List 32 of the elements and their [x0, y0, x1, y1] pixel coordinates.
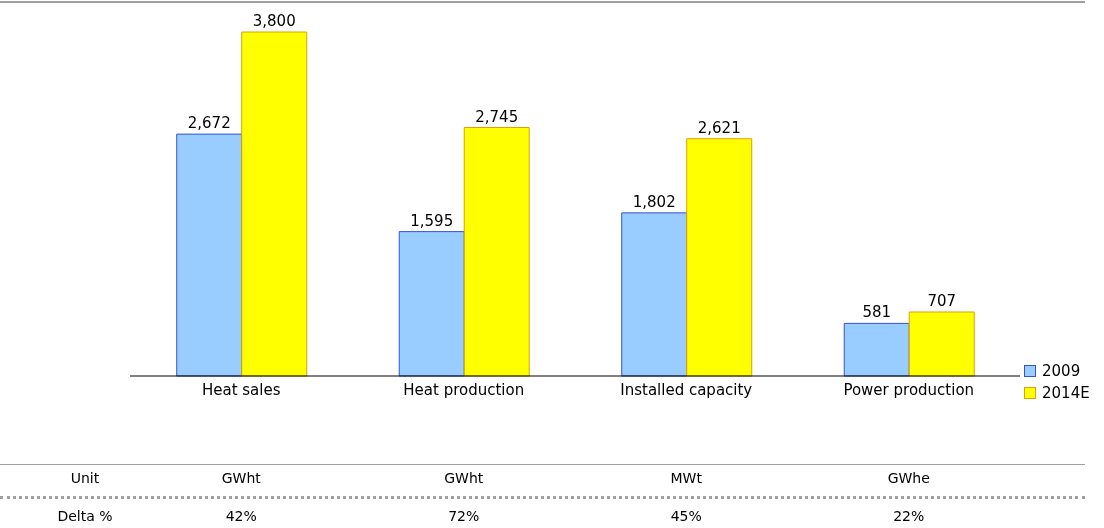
bar	[176, 133, 243, 377]
data-label: 2,621	[697, 118, 741, 137]
legend-label: 2009	[1042, 361, 1081, 382]
text: 72%	[447, 508, 481, 524]
bar	[686, 138, 753, 377]
text: 45%	[669, 508, 703, 524]
text: GWht	[220, 470, 262, 486]
bar	[398, 231, 465, 377]
bar	[463, 127, 530, 377]
text: Delta %	[56, 508, 114, 524]
data-label: 707	[927, 292, 957, 310]
data-label: 2,745	[475, 107, 519, 126]
text: Unit	[69, 470, 101, 486]
data-label: 581	[862, 303, 892, 322]
bar	[843, 322, 910, 377]
bar	[908, 311, 975, 377]
x-tick-label: Heat sales	[201, 380, 281, 399]
x-tick-label: Installed capacity	[620, 380, 753, 399]
data-label: 2,672	[187, 114, 231, 133]
text: GWhe	[886, 470, 931, 486]
x-tick-label: Power production	[843, 380, 975, 399]
text: 42%	[224, 508, 258, 524]
legend-label: 2014E	[1042, 383, 1090, 404]
text: MWt	[669, 470, 703, 486]
text: GWht	[443, 470, 485, 486]
data-label: 3,800	[252, 12, 296, 30]
data-label: 1,595	[410, 211, 454, 230]
x-tick-label: Heat production	[403, 380, 525, 399]
bar	[241, 31, 308, 377]
bar	[621, 212, 688, 377]
data-label: 1,802	[632, 192, 676, 211]
text: 22%	[892, 508, 926, 524]
